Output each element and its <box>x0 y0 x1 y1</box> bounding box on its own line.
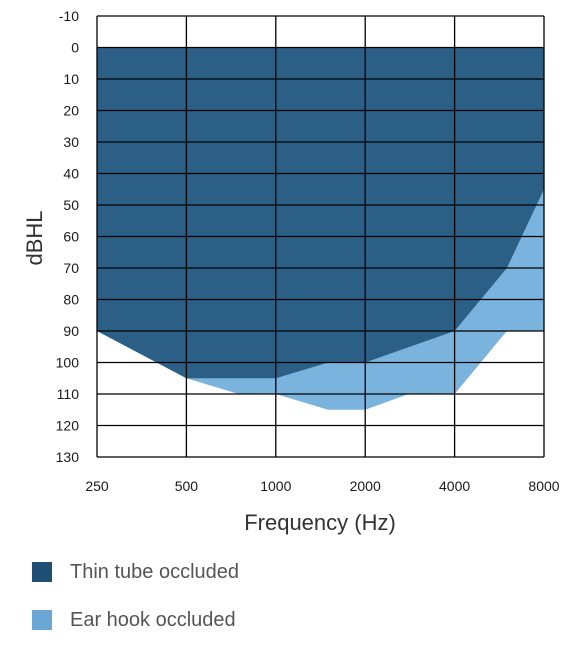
x-tick-label: 250 <box>85 478 109 494</box>
y-tick-label: 30 <box>63 134 79 150</box>
y-tick-label: -10 <box>59 8 79 24</box>
y-tick-label: 60 <box>63 229 79 245</box>
x-tick-label: 4000 <box>439 478 470 494</box>
x-tick-labels: 250 500 1000 2000 4000 8000 <box>85 478 559 494</box>
legend: Thin tube occluded Ear hook occluded <box>32 560 240 658</box>
x-tick-label: 2000 <box>350 478 381 494</box>
y-tick-label: 110 <box>57 386 80 402</box>
legend-item-thin-tube: Thin tube occluded <box>32 560 240 583</box>
y-tick-label: 70 <box>63 260 79 276</box>
y-tick-labels: -10 0 10 20 30 40 50 60 70 80 90 100 110 120 130 <box>56 8 80 465</box>
y-tick-label: 80 <box>63 292 79 308</box>
legend-swatch-thin-tube <box>32 562 52 582</box>
y-tick-label: 20 <box>63 103 79 119</box>
legend-swatch-ear-hook <box>32 610 52 630</box>
y-tick-label: 120 <box>56 418 80 434</box>
plot-area <box>97 47 544 410</box>
area-thin-tube-occluded <box>97 47 544 379</box>
grid-lines <box>96 15 545 458</box>
legend-item-ear-hook: Ear hook occluded <box>32 608 239 631</box>
x-tick-label: 8000 <box>528 478 559 494</box>
y-tick-label: 90 <box>63 323 79 339</box>
y-axis-title: dBHL <box>22 210 47 265</box>
x-axis-title: Frequency (Hz) <box>244 510 396 535</box>
x-tick-label: 1000 <box>260 478 291 494</box>
x-tick-label: 500 <box>175 478 199 494</box>
legend-label-ear-hook: Ear hook occluded <box>70 608 236 631</box>
y-tick-label: 0 <box>71 40 79 56</box>
y-tick-label: 50 <box>63 197 79 213</box>
legend-label-thin-tube: Thin tube occluded <box>70 560 240 583</box>
y-tick-label: 40 <box>63 166 79 182</box>
audiogram-chart: -10 0 10 20 30 40 50 60 70 80 90 100 110 120 130 250 50… <box>22 8 560 535</box>
y-tick-label: 10 <box>63 71 79 87</box>
y-tick-label: 130 <box>56 449 80 465</box>
y-tick-label: 100 <box>56 355 80 371</box>
